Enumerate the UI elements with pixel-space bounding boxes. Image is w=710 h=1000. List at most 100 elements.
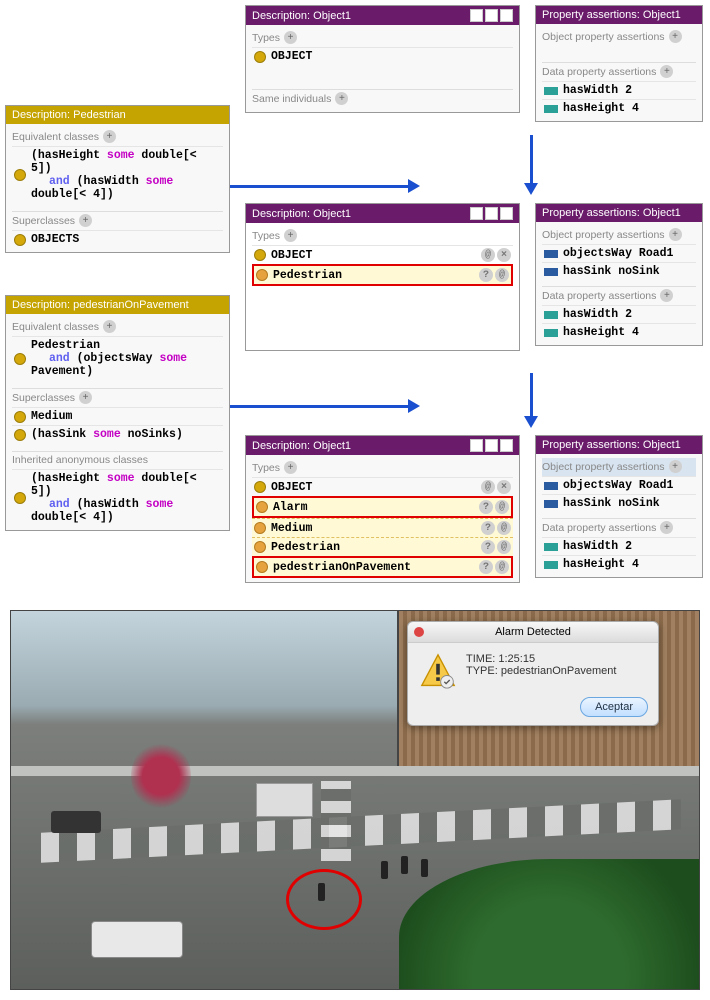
dataprop-text: hasHeight 4 [563, 558, 639, 571]
expr-text: Pedestrian and (objectsWay some Pavement… [31, 339, 221, 378]
row-delete-icon[interactable]: × [497, 248, 511, 262]
property-assertions-panel-2: Property assertions: Object1 Object prop… [535, 203, 703, 346]
row-action-icon[interactable]: ? [481, 540, 495, 554]
objprop-text: hasSink noSink [563, 497, 660, 510]
types-label: Types + [252, 459, 513, 477]
row-delete-icon[interactable]: @ [495, 268, 509, 282]
type-alarm-row[interactable]: Alarm ?@ [252, 496, 513, 518]
description-object1-panel-3: Description: Object1 Types + OBJECT @× A… [245, 435, 520, 583]
equiv-expr-row[interactable]: (hasHeight some double[< 5]) and (hasWid… [12, 146, 223, 203]
type-medium-row[interactable]: Medium ?@ [252, 518, 513, 537]
title-text: Description: Object1 [252, 208, 351, 220]
superclass-expr-row[interactable]: (hasSink some noSinks) [12, 425, 223, 443]
row-action-icon[interactable]: ? [481, 521, 495, 535]
dataprop-icon [544, 105, 558, 113]
add-icon[interactable]: + [660, 289, 673, 302]
superclass-row[interactable]: OBJECTS [12, 230, 223, 248]
row-action-icon[interactable]: ? [479, 268, 493, 282]
add-icon[interactable]: + [103, 320, 116, 333]
row-delete-icon[interactable]: @ [497, 521, 511, 535]
dialog-message: TIME: 1:25:15 TYPE: pedestrianOnPavement [466, 653, 616, 677]
type-pop-row[interactable]: pedestrianOnPavement ?@ [252, 556, 513, 578]
window-controls[interactable] [470, 9, 513, 22]
dataprop-row[interactable]: hasHeight 4 [542, 555, 696, 573]
type-pedestrian-row[interactable]: Pedestrian ?@ [252, 537, 513, 556]
vehicle [91, 921, 183, 958]
dataprop-text: hasWidth 2 [563, 540, 632, 553]
add-icon[interactable]: + [660, 65, 673, 78]
dataprop-row[interactable]: hasWidth 2 [542, 537, 696, 555]
row-delete-icon[interactable]: × [497, 480, 511, 494]
row-action-icon[interactable]: @ [481, 248, 495, 262]
type-label: Pedestrian [271, 541, 340, 554]
add-icon[interactable]: + [669, 30, 682, 43]
data-prop-label: Data property assertions + [542, 518, 696, 537]
accept-button[interactable]: Aceptar [580, 697, 648, 717]
inherited-expr-row[interactable]: (hasHeight some double[< 5]) and (hasWid… [12, 469, 223, 526]
title-text: Property assertions: Object1 [542, 9, 681, 21]
objprop-row[interactable]: objectsWay Road1 [542, 476, 696, 494]
add-icon[interactable]: + [79, 214, 92, 227]
title-text: Property assertions: Object1 [542, 207, 681, 219]
add-icon[interactable]: + [103, 130, 116, 143]
arrow-right [230, 405, 410, 408]
class-dot-icon [256, 561, 268, 573]
title-text: Description: Pedestrian [12, 109, 126, 121]
type-object-row[interactable]: OBJECT [252, 47, 513, 65]
type-object-row[interactable]: OBJECT @× [252, 245, 513, 264]
class-dot-icon [254, 51, 266, 63]
description-object1-panel-1: Description: Object1 Types + OBJECT Same… [245, 5, 520, 113]
superclass-row[interactable]: Medium [12, 407, 223, 425]
arrow-head-icon [408, 399, 420, 413]
objprop-row[interactable]: hasSink noSink [542, 494, 696, 512]
panel-title: Property assertions: Object1 [536, 6, 702, 24]
add-icon[interactable]: + [284, 229, 297, 242]
class-dot-icon [256, 269, 268, 281]
type-object-row[interactable]: OBJECT @× [252, 477, 513, 496]
bullet-icon [14, 353, 26, 365]
add-icon[interactable]: + [284, 31, 297, 44]
horizon-line [11, 766, 699, 776]
dialog-titlebar: Alarm Detected [408, 622, 658, 643]
dialog-title-text: Alarm Detected [495, 626, 571, 638]
row-delete-icon[interactable]: @ [495, 560, 509, 574]
window-controls[interactable] [470, 439, 513, 452]
row-action-icon[interactable]: ? [479, 560, 493, 574]
dataprop-row[interactable]: hasWidth 2 [542, 305, 696, 323]
superclasses-label: Superclasses + [12, 211, 223, 230]
expr-text: (hasHeight some double[< 5]) and (hasWid… [31, 472, 221, 524]
arrow-down [530, 135, 533, 185]
add-icon[interactable]: + [79, 391, 92, 404]
objprop-row[interactable]: hasSink noSink [542, 262, 696, 280]
obj-prop-label: Object property assertions + [542, 28, 696, 46]
add-icon[interactable]: + [335, 92, 348, 105]
objprop-row[interactable]: objectsWay Road1 [542, 244, 696, 262]
description-pop-panel: Description: pedestrianOnPavement Equiva… [5, 295, 230, 531]
add-icon[interactable]: + [284, 461, 297, 474]
class-dot-icon [254, 481, 266, 493]
dataprop-row[interactable]: hasHeight 4 [542, 99, 696, 117]
row-action-icon[interactable]: ? [479, 500, 493, 514]
vehicle [51, 811, 101, 833]
row-delete-icon[interactable]: @ [495, 500, 509, 514]
add-icon[interactable]: + [669, 228, 682, 241]
surveillance-frame: Alarm Detected TIME: 1:25:15 TYPE: pedes… [10, 610, 700, 990]
objprop-text: objectsWay Road1 [563, 247, 673, 260]
arrow-down [530, 373, 533, 418]
add-icon[interactable]: + [669, 460, 682, 473]
row-delete-icon[interactable]: @ [497, 540, 511, 554]
close-icon[interactable] [414, 627, 424, 637]
dataprop-row[interactable]: hasHeight 4 [542, 323, 696, 341]
property-assertions-panel-1: Property assertions: Object1 Object prop… [535, 5, 703, 122]
type-pedestrian-row[interactable]: Pedestrian ?@ [252, 264, 513, 286]
equiv-expr-row[interactable]: Pedestrian and (objectsWay some Pavement… [12, 336, 223, 380]
dataprop-icon [544, 329, 558, 337]
objprop-icon [544, 268, 558, 276]
window-controls[interactable] [470, 207, 513, 220]
dataprop-row[interactable]: hasWidth 2 [542, 81, 696, 99]
add-icon[interactable]: + [660, 521, 673, 534]
row-action-icon[interactable]: @ [481, 480, 495, 494]
data-prop-label: Data property assertions + [542, 286, 696, 305]
bullet-icon [14, 429, 26, 441]
type-label: OBJECT [271, 481, 312, 494]
